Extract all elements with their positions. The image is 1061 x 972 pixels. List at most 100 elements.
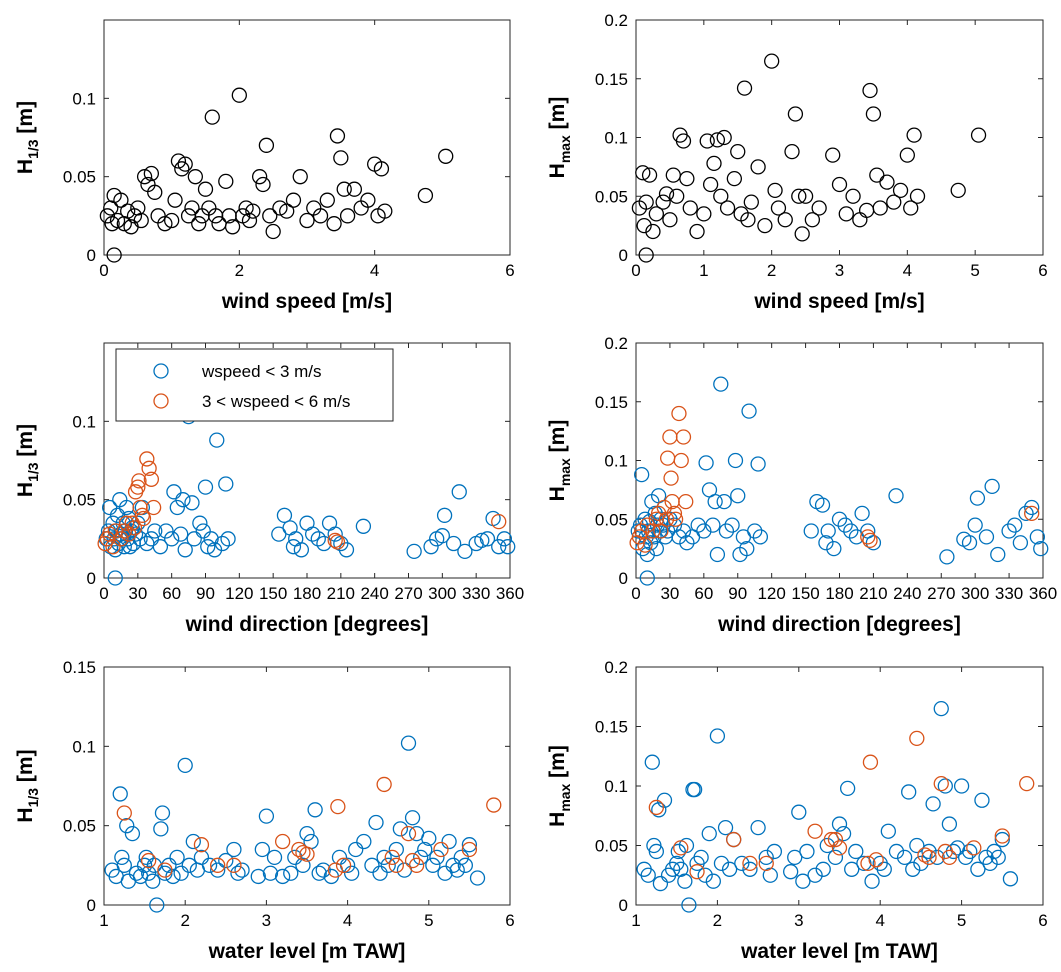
data-point: [105, 539, 121, 555]
data-point: [681, 897, 697, 913]
data-point: [696, 206, 712, 222]
data-point: [727, 452, 744, 469]
legend-label: wspeed < 3 m/s: [201, 362, 322, 381]
x-tick-label: 2: [767, 261, 776, 280]
data-point: [310, 531, 326, 547]
x-tick-label: 270: [394, 584, 422, 603]
data-point: [784, 143, 800, 160]
data-point: [650, 505, 667, 522]
data-point: [766, 843, 783, 860]
y-axis-label-main: H: [546, 486, 569, 501]
data-point: [791, 188, 807, 204]
data-point: [99, 208, 116, 224]
x-tick-label: 240: [893, 584, 921, 603]
data-point: [186, 531, 202, 547]
data-point: [913, 855, 929, 871]
data-point: [1001, 523, 1017, 539]
data-point: [803, 523, 819, 539]
data-point: [209, 432, 225, 448]
data-point: [933, 775, 949, 792]
data-point: [648, 206, 664, 222]
data-point: [1002, 871, 1019, 887]
data-point: [113, 192, 129, 208]
data-point: [962, 843, 978, 860]
data-point: [740, 212, 756, 228]
x-tick-label: 300: [961, 584, 989, 603]
x-tick-label: 360: [496, 584, 524, 603]
y-tick-label: 0: [87, 569, 96, 588]
data-point: [709, 546, 726, 563]
data-point: [826, 540, 842, 557]
data-point: [921, 849, 937, 866]
data-point: [453, 849, 469, 866]
data-point: [195, 523, 211, 539]
y-axis-label-sub: max: [557, 135, 573, 163]
data-point: [376, 849, 392, 866]
data-point: [214, 535, 231, 552]
data-point: [143, 471, 160, 487]
x-tick-label: 5: [957, 911, 966, 930]
y-axis-label-main: H: [14, 807, 37, 822]
data-point: [181, 857, 197, 873]
data-point: [274, 868, 291, 885]
x-axis-label: wind direction [degrees]: [185, 613, 429, 636]
data-point: [127, 526, 144, 542]
data-point: [258, 137, 275, 153]
data-point: [191, 216, 207, 232]
data-point: [173, 865, 189, 881]
data-point: [698, 455, 714, 471]
data-point: [634, 523, 650, 539]
data-point: [804, 212, 821, 228]
data-point: [200, 539, 216, 555]
x-tick-label: 2: [235, 261, 244, 280]
data-point: [709, 728, 726, 744]
data-point: [177, 542, 193, 558]
data-point: [139, 451, 155, 467]
data-point: [326, 216, 342, 232]
data-point: [206, 542, 223, 558]
data-point: [868, 852, 884, 868]
data-point: [197, 479, 214, 495]
data-point: [814, 497, 831, 513]
data-point: [969, 490, 986, 506]
data-point: [888, 843, 905, 860]
data-point: [815, 861, 831, 877]
data-point: [496, 531, 513, 547]
data-point: [187, 169, 204, 185]
data-point: [716, 493, 732, 510]
data-point: [210, 862, 226, 878]
data-point: [167, 192, 183, 208]
data-point: [201, 857, 218, 873]
legend: wspeed < 3 m/s 3 < wspeed < 6 m/s: [115, 348, 394, 422]
y-axis-label-unit: [m]: [14, 101, 37, 140]
data-point: [797, 188, 814, 204]
data-point: [147, 523, 163, 539]
data-point: [1033, 540, 1049, 557]
data-point: [184, 495, 200, 511]
x-tick-label: 4: [875, 911, 884, 930]
data-point: [669, 188, 685, 204]
data-point: [348, 841, 364, 858]
data-point: [218, 852, 234, 869]
data-point: [876, 861, 892, 877]
data-point: [434, 528, 450, 544]
x-tick-label: 2: [180, 911, 189, 930]
x-tick-label: 2: [713, 911, 722, 930]
data-point: [299, 212, 315, 229]
data-point: [251, 169, 268, 185]
data-point: [335, 857, 352, 873]
data-point: [648, 843, 664, 860]
x-tick-label: 240: [360, 584, 388, 603]
data-point: [848, 843, 864, 860]
data-point: [327, 532, 343, 549]
data-point: [346, 181, 363, 197]
data-point: [990, 849, 1006, 866]
data-point: [486, 797, 502, 813]
data-point: [905, 861, 921, 877]
y-tick-label: 0.1: [604, 777, 628, 796]
data-point: [831, 511, 848, 527]
data-point: [170, 153, 187, 169]
data-point: [990, 546, 1006, 563]
data-point: [307, 802, 323, 818]
